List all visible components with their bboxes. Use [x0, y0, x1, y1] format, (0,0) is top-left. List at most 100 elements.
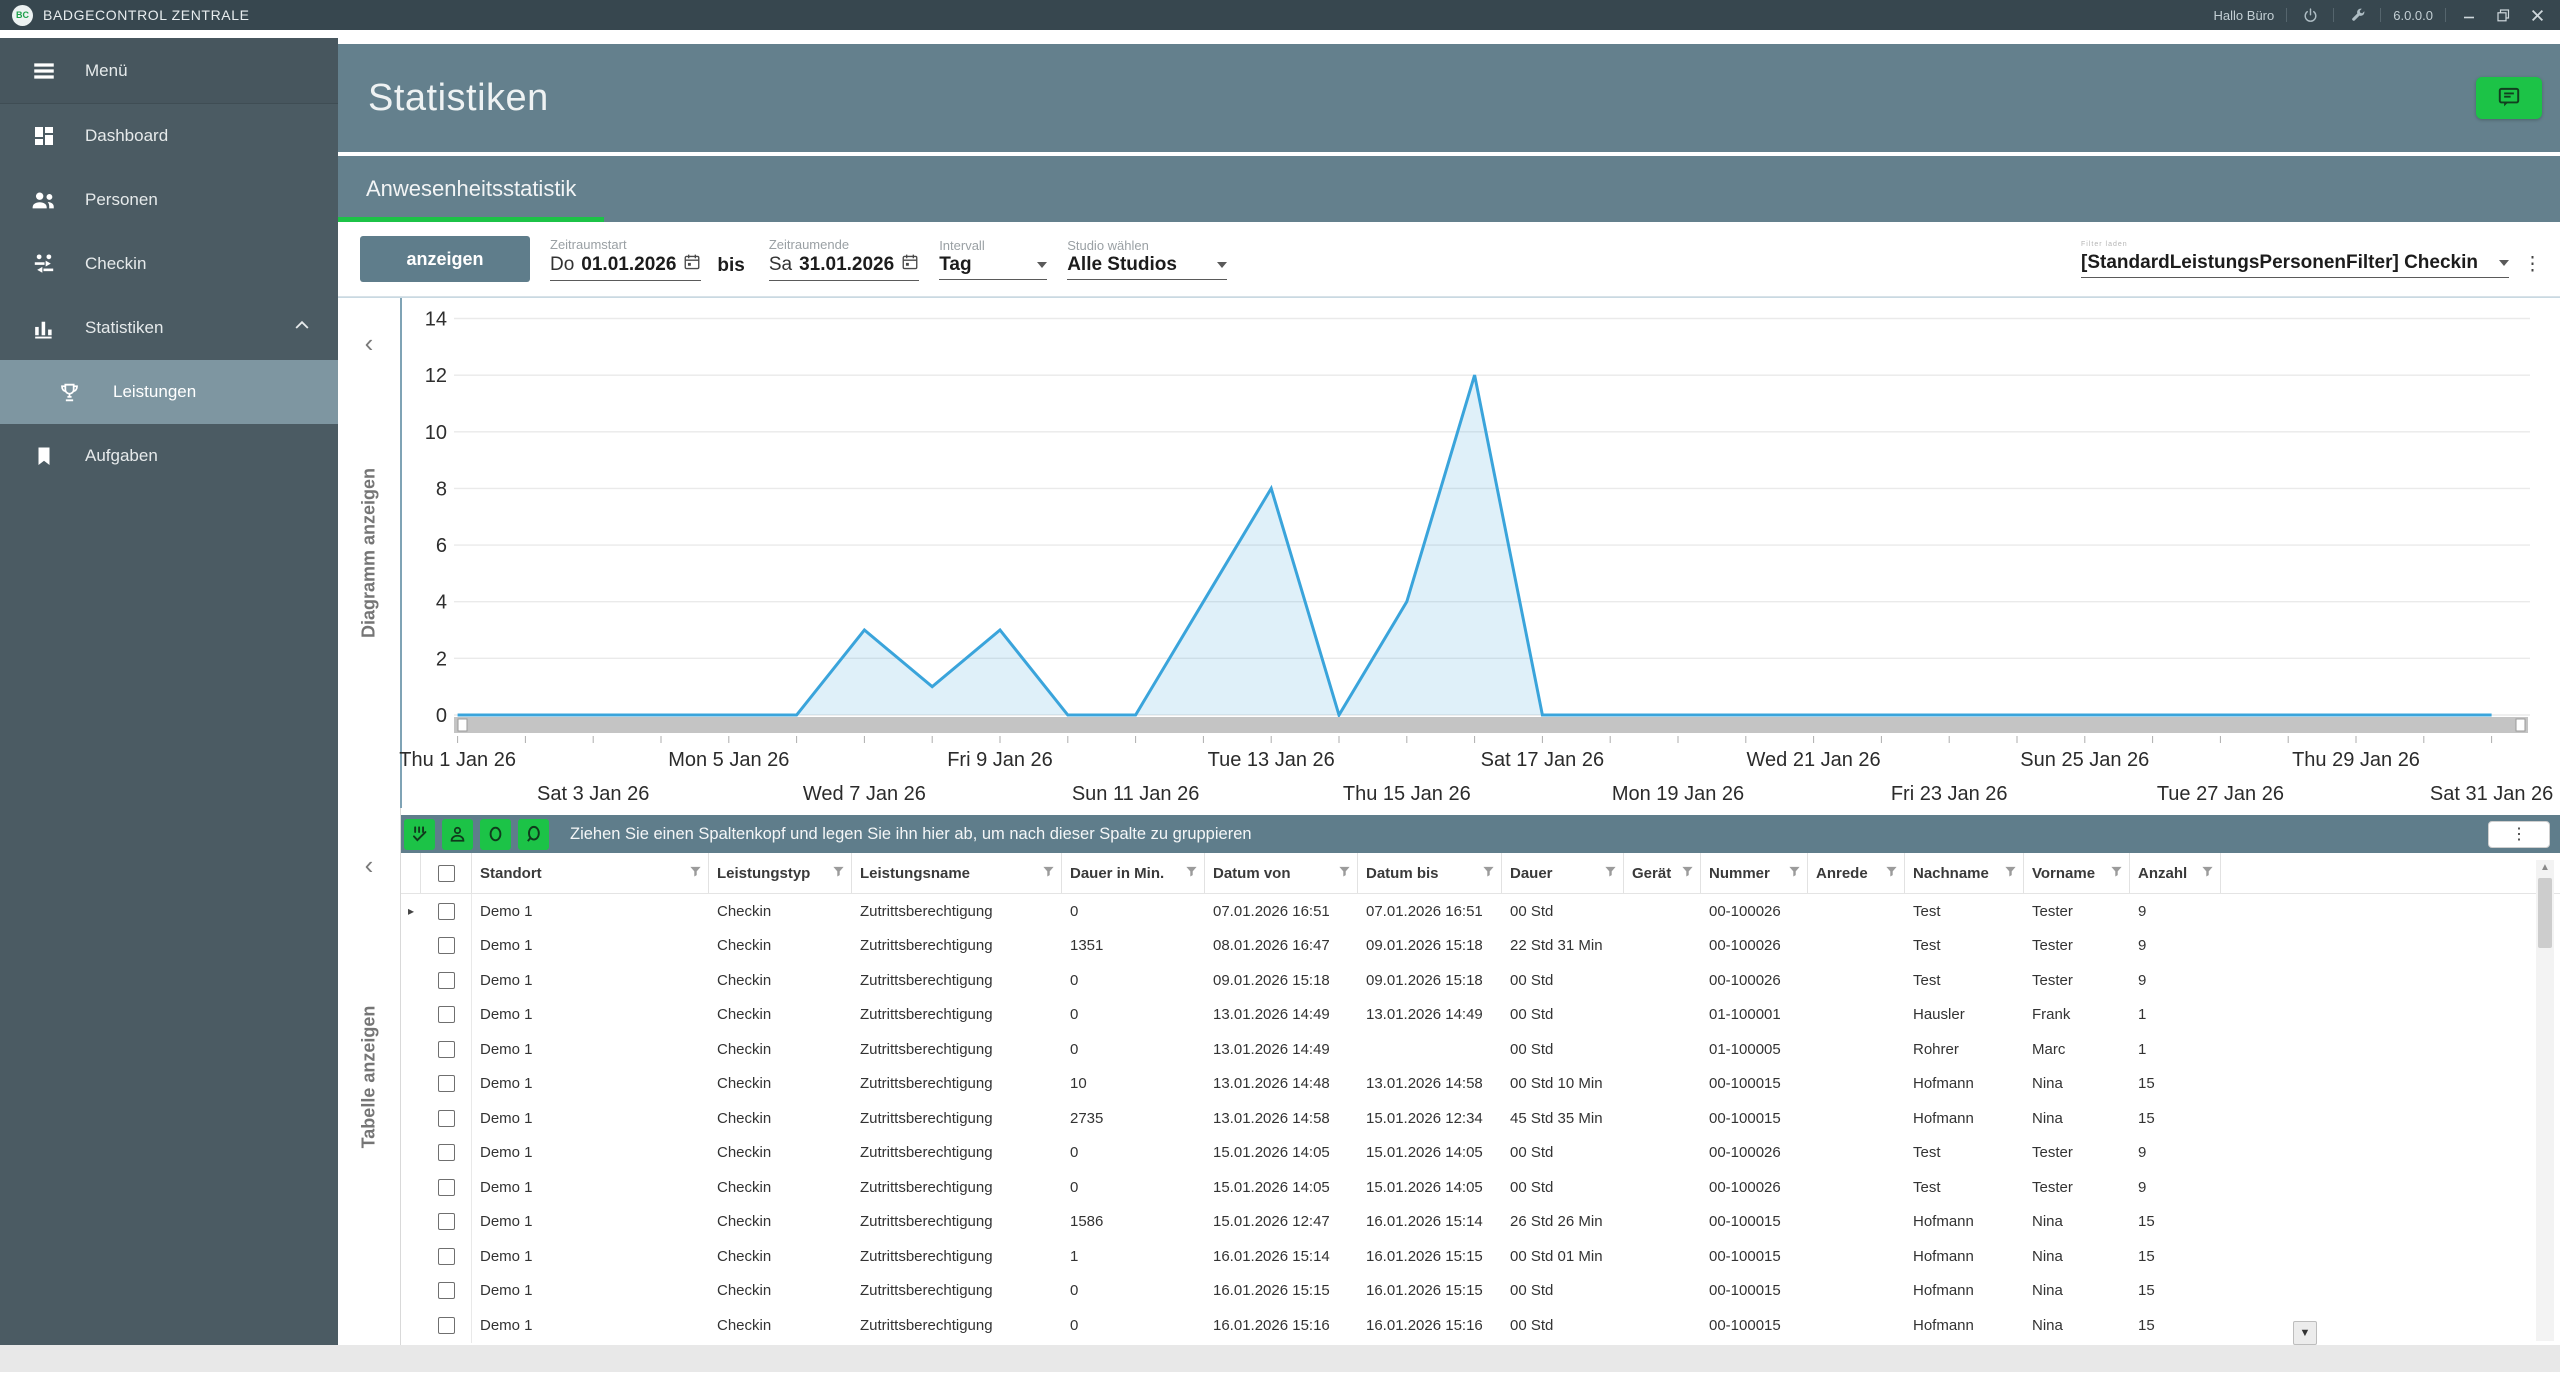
row-checkbox[interactable]: [437, 1144, 455, 1162]
row-checkbox[interactable]: [437, 1213, 455, 1231]
cell-leistungstyp: Checkin: [717, 1247, 772, 1265]
filter-funnel-icon[interactable]: [2110, 865, 2123, 882]
column-header-datum-von[interactable]: Datum von: [1205, 853, 1358, 893]
calendar-icon[interactable]: [901, 253, 919, 277]
x-axis-tick-label: Wed 21 Jan 26: [1747, 749, 1881, 771]
column-header-leistungstyp[interactable]: Leistungstyp: [709, 853, 852, 893]
sidebar-item-menu[interactable]: Menü: [0, 38, 338, 104]
sidebar-item-label: Statistiken: [85, 318, 164, 337]
range-handle-left[interactable]: [457, 718, 468, 732]
column-header-standort[interactable]: Standort: [472, 853, 709, 893]
table-row[interactable]: Demo 1 Checkin Zutrittsberechtigung 0 15.01.…: [401, 1170, 2560, 1205]
scroll-up-icon[interactable]: ▲: [2540, 862, 2550, 873]
close-button[interactable]: [2526, 4, 2548, 26]
table-row[interactable]: Demo 1 Checkin Zutrittsberechtigung 1 16.01.…: [401, 1239, 2560, 1274]
table-row[interactable]: Demo 1 Checkin Zutrittsberechtigung 10 13.01…: [401, 1066, 2560, 1101]
chevron-up-icon[interactable]: [292, 316, 312, 341]
row-checkbox[interactable]: [437, 1316, 455, 1334]
calendar-icon[interactable]: [683, 253, 701, 277]
table-row[interactable]: Demo 1 Checkin Zutrittsberechtigung 2735 13.…: [401, 1101, 2560, 1136]
column-header-dauer-in-min-[interactable]: Dauer in Min.: [1062, 853, 1205, 893]
column-header-ger-t[interactable]: Gerät: [1624, 853, 1701, 893]
table-row[interactable]: ▸ Demo 1 Checkin Zutrittsberechtigung 0 07.01…: [401, 894, 2560, 929]
column-header-dauer[interactable]: Dauer: [1502, 853, 1624, 893]
minimize-button[interactable]: [2458, 4, 2480, 26]
sidebar-item-personen[interactable]: Personen: [0, 168, 338, 232]
table-row[interactable]: Demo 1 Checkin Zutrittsberechtigung 0 13.01.…: [401, 1032, 2560, 1067]
table-row[interactable]: Demo 1 Checkin Zutrittsberechtigung 0 16.01.…: [401, 1273, 2560, 1308]
table-row[interactable]: Demo 1 Checkin Zutrittsberechtigung 1351 08.…: [401, 928, 2560, 963]
filter-funnel-icon[interactable]: [1042, 865, 1055, 882]
filter-funnel-icon[interactable]: [1338, 865, 1351, 882]
column-header-label: Datum von: [1213, 864, 1291, 882]
person-icon[interactable]: [442, 818, 473, 850]
table-vertical-scrollbar[interactable]: ▲: [2536, 860, 2554, 1341]
filter-funnel-icon[interactable]: [1681, 865, 1694, 882]
filter-funnel-icon[interactable]: [1482, 865, 1495, 882]
interval-select[interactable]: Intervall Tag: [939, 238, 1048, 280]
calendar-check-icon[interactable]: [404, 818, 435, 850]
row-checkbox[interactable]: [437, 937, 455, 955]
circle-icon[interactable]: [480, 818, 511, 850]
row-checkbox[interactable]: [437, 1282, 455, 1300]
column-header-nummer[interactable]: Nummer: [1701, 853, 1808, 893]
attendance-chart[interactable]: 0 2 4 6 8 10 12 14 Thu 1 Jan 26 Sat 3 Jan 26 Mon 5…: [399, 298, 2560, 808]
sidebar-item-statistiken[interactable]: Statistiken: [0, 296, 338, 360]
cell-nummer: 00-100015: [1709, 1316, 1781, 1334]
collapse-chart-chevron-icon[interactable]: ‹: [364, 328, 374, 358]
filter-funnel-icon[interactable]: [689, 865, 702, 882]
range-handle-right[interactable]: [2515, 718, 2526, 732]
maximize-button[interactable]: [2492, 4, 2514, 26]
table-row[interactable]: Demo 1 Checkin Zutrittsberechtigung 0 15.01.…: [401, 1135, 2560, 1170]
row-checkbox[interactable]: [437, 1006, 455, 1024]
column-header-nachname[interactable]: Nachname: [1905, 853, 2024, 893]
table-row[interactable]: Demo 1 Checkin Zutrittsberechtigung 0 16.01.…: [401, 1308, 2560, 1343]
filter-funnel-icon[interactable]: [832, 865, 845, 882]
sidebar-item-dashboard[interactable]: Dashboard: [0, 104, 338, 168]
filter-funnel-icon[interactable]: [2201, 865, 2214, 882]
filter-funnel-icon[interactable]: [1788, 865, 1801, 882]
row-checkbox[interactable]: [437, 1040, 455, 1058]
table-row[interactable]: Demo 1 Checkin Zutrittsberechtigung 0 09.01.…: [401, 963, 2560, 998]
column-header-datum-bis[interactable]: Datum bis: [1358, 853, 1502, 893]
row-checkbox[interactable]: [437, 1178, 455, 1196]
column-header-anzahl[interactable]: Anzahl: [2130, 853, 2221, 893]
column-header-anrede[interactable]: Anrede: [1808, 853, 1905, 893]
column-header-leistungsname[interactable]: Leistungsname: [852, 853, 1062, 893]
filter-funnel-icon[interactable]: [1185, 865, 1198, 882]
column-header-vorname[interactable]: Vorname: [2024, 853, 2130, 893]
sidebar-item-aufgaben[interactable]: Aufgaben: [0, 424, 338, 488]
collapse-table-chevron-icon[interactable]: ‹: [364, 850, 374, 880]
period-end-field[interactable]: Zeitraumende Sa 31.01.2026: [768, 237, 920, 281]
cell-leistungsname: Zutrittsberechtigung: [860, 902, 993, 920]
filter-funnel-icon[interactable]: [1604, 865, 1617, 882]
filter-funnel-icon[interactable]: [1885, 865, 1898, 882]
row-indicator-header: [401, 853, 421, 893]
row-checkbox[interactable]: [437, 902, 455, 920]
wrench-icon[interactable]: [2346, 4, 2368, 26]
chat-button[interactable]: [2476, 77, 2542, 119]
power-icon[interactable]: [2299, 4, 2321, 26]
cell-dauer-in-min-: 1586: [1070, 1213, 1104, 1231]
filter-menu-dots-icon[interactable]: ⋮: [2523, 253, 2542, 275]
table-row[interactable]: Demo 1 Checkin Zutrittsberechtigung 0 13.01.…: [401, 997, 2560, 1032]
row-checkbox[interactable]: [437, 1075, 455, 1093]
table-row[interactable]: Demo 1 Checkin Zutrittsberechtigung 1586 15.…: [401, 1204, 2560, 1239]
grid-menu-button[interactable]: ⋮: [2488, 820, 2550, 848]
filter-funnel-icon[interactable]: [2004, 865, 2017, 882]
person-circle-icon[interactable]: [518, 818, 549, 850]
studio-select[interactable]: Studio wählen Alle Studios: [1067, 238, 1228, 280]
sidebar-item-checkin[interactable]: Checkin: [0, 232, 338, 296]
tab-anwesenheitsstatistik[interactable]: Anwesenheitsstatistik: [338, 156, 605, 222]
scroll-down-button[interactable]: ▼: [2293, 1321, 2317, 1345]
saved-filter-select[interactable]: Filter laden [StandardLeistungsPersonenF…: [2081, 241, 2509, 278]
chart-range-scrollbar[interactable]: [454, 717, 2528, 733]
show-button[interactable]: anzeigen: [360, 236, 530, 282]
row-checkbox[interactable]: [437, 1247, 455, 1265]
period-start-field[interactable]: Zeitraumstart Do 01.01.2026: [550, 237, 702, 281]
row-checkbox[interactable]: [437, 971, 455, 989]
scrollbar-thumb[interactable]: [2538, 878, 2552, 948]
sidebar-item-leistungen[interactable]: Leistungen: [0, 360, 338, 424]
row-checkbox[interactable]: [437, 1109, 455, 1127]
select-all-checkbox[interactable]: [437, 864, 455, 882]
